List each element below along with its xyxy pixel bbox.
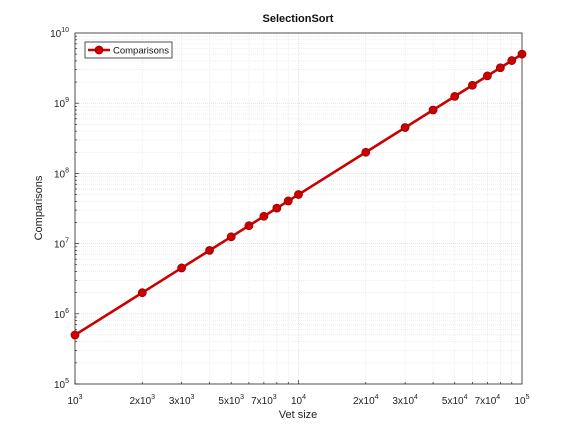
data-point	[244, 221, 254, 231]
y-tick-label: 106	[54, 308, 69, 321]
data-point	[294, 190, 303, 199]
x-tick-label: 5x104	[442, 394, 468, 407]
y-tick-label: 108	[54, 167, 69, 180]
x-tick-label: 2x103	[129, 394, 155, 407]
data-point	[226, 232, 236, 242]
data-point	[495, 63, 505, 73]
series-layer	[70, 49, 527, 340]
data-point	[468, 80, 477, 90]
x-tick-labels: 103 2x103 3x103 5x103 7x103 104 2x104 3x104 5x10…	[67, 394, 529, 407]
x-tick-label: 7x103	[251, 394, 277, 407]
x-tick-label: 3x104	[392, 394, 418, 407]
data-point	[450, 91, 460, 101]
legend-label: Comparisons	[113, 46, 169, 57]
data-point	[259, 211, 269, 221]
y-tick-labels: 105 106 107 108 109 1010	[50, 27, 69, 391]
data-point	[361, 147, 371, 157]
x-axis-label: Vet size	[279, 409, 318, 421]
data-point	[507, 56, 517, 65]
data-point	[482, 71, 492, 81]
data-point	[517, 49, 527, 59]
data-point	[205, 246, 214, 255]
data-point	[400, 123, 410, 132]
x-tick-label: 103	[67, 394, 82, 407]
data-point	[283, 196, 293, 206]
legend: Comparisons	[84, 41, 173, 59]
legend-marker	[94, 45, 104, 55]
x-tick-label: 3x103	[169, 394, 195, 407]
legend-box	[84, 41, 173, 59]
data-point	[137, 288, 147, 298]
y-tick-label: 1010	[50, 27, 69, 40]
chart-title: SelectionSort	[263, 13, 334, 25]
x-tick-label: 7x104	[475, 394, 501, 407]
x-tick-label: 5x103	[218, 394, 244, 407]
y-tick-label: 109	[54, 97, 69, 110]
y-tick-label: 107	[54, 238, 69, 251]
x-tick-label: 2x104	[353, 394, 379, 407]
x-tick-label: 105	[514, 394, 529, 407]
y-axis-label: Comparisons	[33, 175, 45, 240]
data-point	[177, 263, 187, 273]
data-point	[70, 330, 80, 340]
data-point	[428, 105, 438, 115]
data-point	[272, 203, 282, 213]
y-tick-label: 105	[54, 378, 69, 391]
axis-ticks	[74, 35, 513, 385]
x-tick-label: 104	[291, 394, 306, 407]
